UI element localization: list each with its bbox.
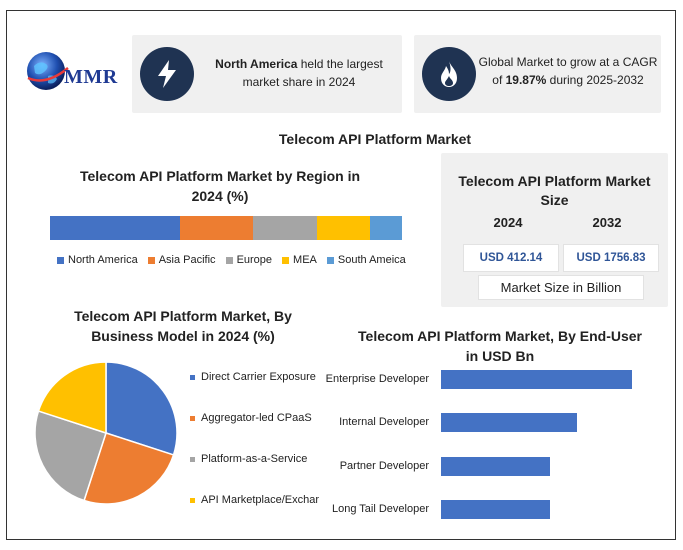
region-segment-north-america	[50, 216, 181, 240]
value-2024: USD 412.14	[463, 244, 559, 272]
end-user-chart-title: Telecom API Platform Market, By End-User…	[358, 328, 642, 364]
info-card-north-america: North America held the largest market sh…	[132, 35, 402, 113]
region-segment-mea	[317, 216, 370, 240]
market-size-title: Telecom API Platform Market Size	[458, 173, 651, 208]
end-user-category-label: Partner Developer	[339, 460, 429, 472]
legend-swatch	[57, 256, 64, 264]
globe-icon	[27, 52, 69, 90]
region-legend-item: Europe	[225, 254, 273, 266]
end-user-bar-long-tail-developer	[441, 500, 550, 519]
region-legend-label: Asia Pacific	[158, 254, 216, 266]
mmr-logo: MMR	[16, 40, 126, 100]
region-legend-label: South Ameica	[337, 254, 406, 266]
flame-icon	[441, 61, 457, 87]
pie-legend-item: Platform-as-a-Service	[190, 453, 307, 465]
legend-swatch	[190, 497, 195, 503]
legend-swatch	[190, 415, 195, 421]
end-user-category-label: Long Tail Developer	[331, 503, 429, 515]
year-2032: 2032	[592, 215, 622, 230]
pie-legend-label: Direct Carrier Exposure	[201, 371, 316, 383]
end-user-bar-internal-developer	[441, 413, 577, 432]
business-model-chart-title: Telecom API Platform Market, By Business…	[74, 308, 292, 344]
pie-slice-api-marketplace-exchar	[37, 361, 107, 435]
end-user-category-label: Internal Developer	[339, 416, 429, 428]
logo-text: MMR	[64, 66, 118, 88]
card-2-pre: Global Market to grow at a CAGR of	[478, 55, 658, 87]
pie-legend-label: Aggregator-led CPaaS	[201, 412, 312, 424]
region-segment-south-ameica	[369, 216, 402, 240]
legend-swatch	[282, 256, 290, 264]
region-segment-asia-pacific	[180, 216, 253, 240]
legend-swatch	[190, 456, 195, 462]
card-1-text: North America held the largest market sh…	[204, 55, 394, 91]
region-chart-title: Telecom API Platform Market by Region in…	[79, 168, 361, 204]
region-legend-item: Asia Pacific	[147, 254, 216, 266]
region-legend-item: South Ameica	[326, 254, 406, 266]
value-2032: USD 1756.83	[563, 244, 659, 272]
card-2-text: Global Market to grow at a CAGR of 19.87…	[478, 53, 658, 89]
region-legend-item: MEA	[282, 254, 317, 266]
region-stacked-bar	[50, 216, 402, 240]
card-1-bold: North America	[215, 57, 298, 71]
main-title: Telecom API Platform Market	[278, 131, 472, 147]
year-2024: 2024	[493, 215, 523, 230]
region-segment-europe	[253, 216, 318, 240]
pie-slice-platform-as-a-service	[34, 410, 107, 502]
pie-legend-item: Aggregator-led CPaaS	[190, 412, 312, 424]
market-size-unit-note: Market Size in Billion	[478, 275, 644, 300]
card-1-rest: held the largest market share in 2024	[242, 57, 383, 89]
region-legend-label: Europe	[236, 254, 273, 266]
lightning-icon	[158, 60, 176, 88]
card-2-bold: 19.87%	[505, 73, 547, 87]
business-model-pie	[34, 361, 178, 505]
end-user-bar-partner-developer	[441, 457, 550, 476]
info-card-cagr: Global Market to grow at a CAGR of 19.87…	[414, 35, 661, 113]
region-legend-item: North America	[57, 254, 138, 266]
end-user-category-label: Enterprise Developer	[325, 373, 429, 385]
lightning-badge	[140, 47, 194, 101]
pie-slice-aggregator-led-cpaas	[83, 432, 175, 505]
pie-legend-item: Direct Carrier Exposure	[190, 371, 316, 383]
pie-legend-label: API Marketplace/Exchar	[201, 494, 319, 506]
end-user-bar-enterprise-developer	[441, 370, 632, 389]
market-size-panel: Telecom API Platform Market Size 2024 20…	[441, 153, 668, 307]
pie-slice-direct-carrier-exposure	[105, 361, 178, 456]
legend-swatch	[326, 256, 334, 264]
region-legend: North America Asia Pacific Europe MEA South …	[57, 254, 417, 266]
region-legend-label: North America	[68, 254, 138, 266]
legend-swatch	[147, 256, 155, 264]
card-2-post: during 2025-2032	[546, 73, 644, 87]
pie-legend-label: Platform-as-a-Service	[201, 453, 308, 465]
flame-badge	[422, 47, 476, 101]
legend-swatch	[225, 256, 233, 264]
pie-legend-item: API Marketplace/Exchar	[190, 494, 319, 506]
legend-swatch	[190, 374, 195, 380]
region-legend-label: MEA	[293, 254, 317, 266]
